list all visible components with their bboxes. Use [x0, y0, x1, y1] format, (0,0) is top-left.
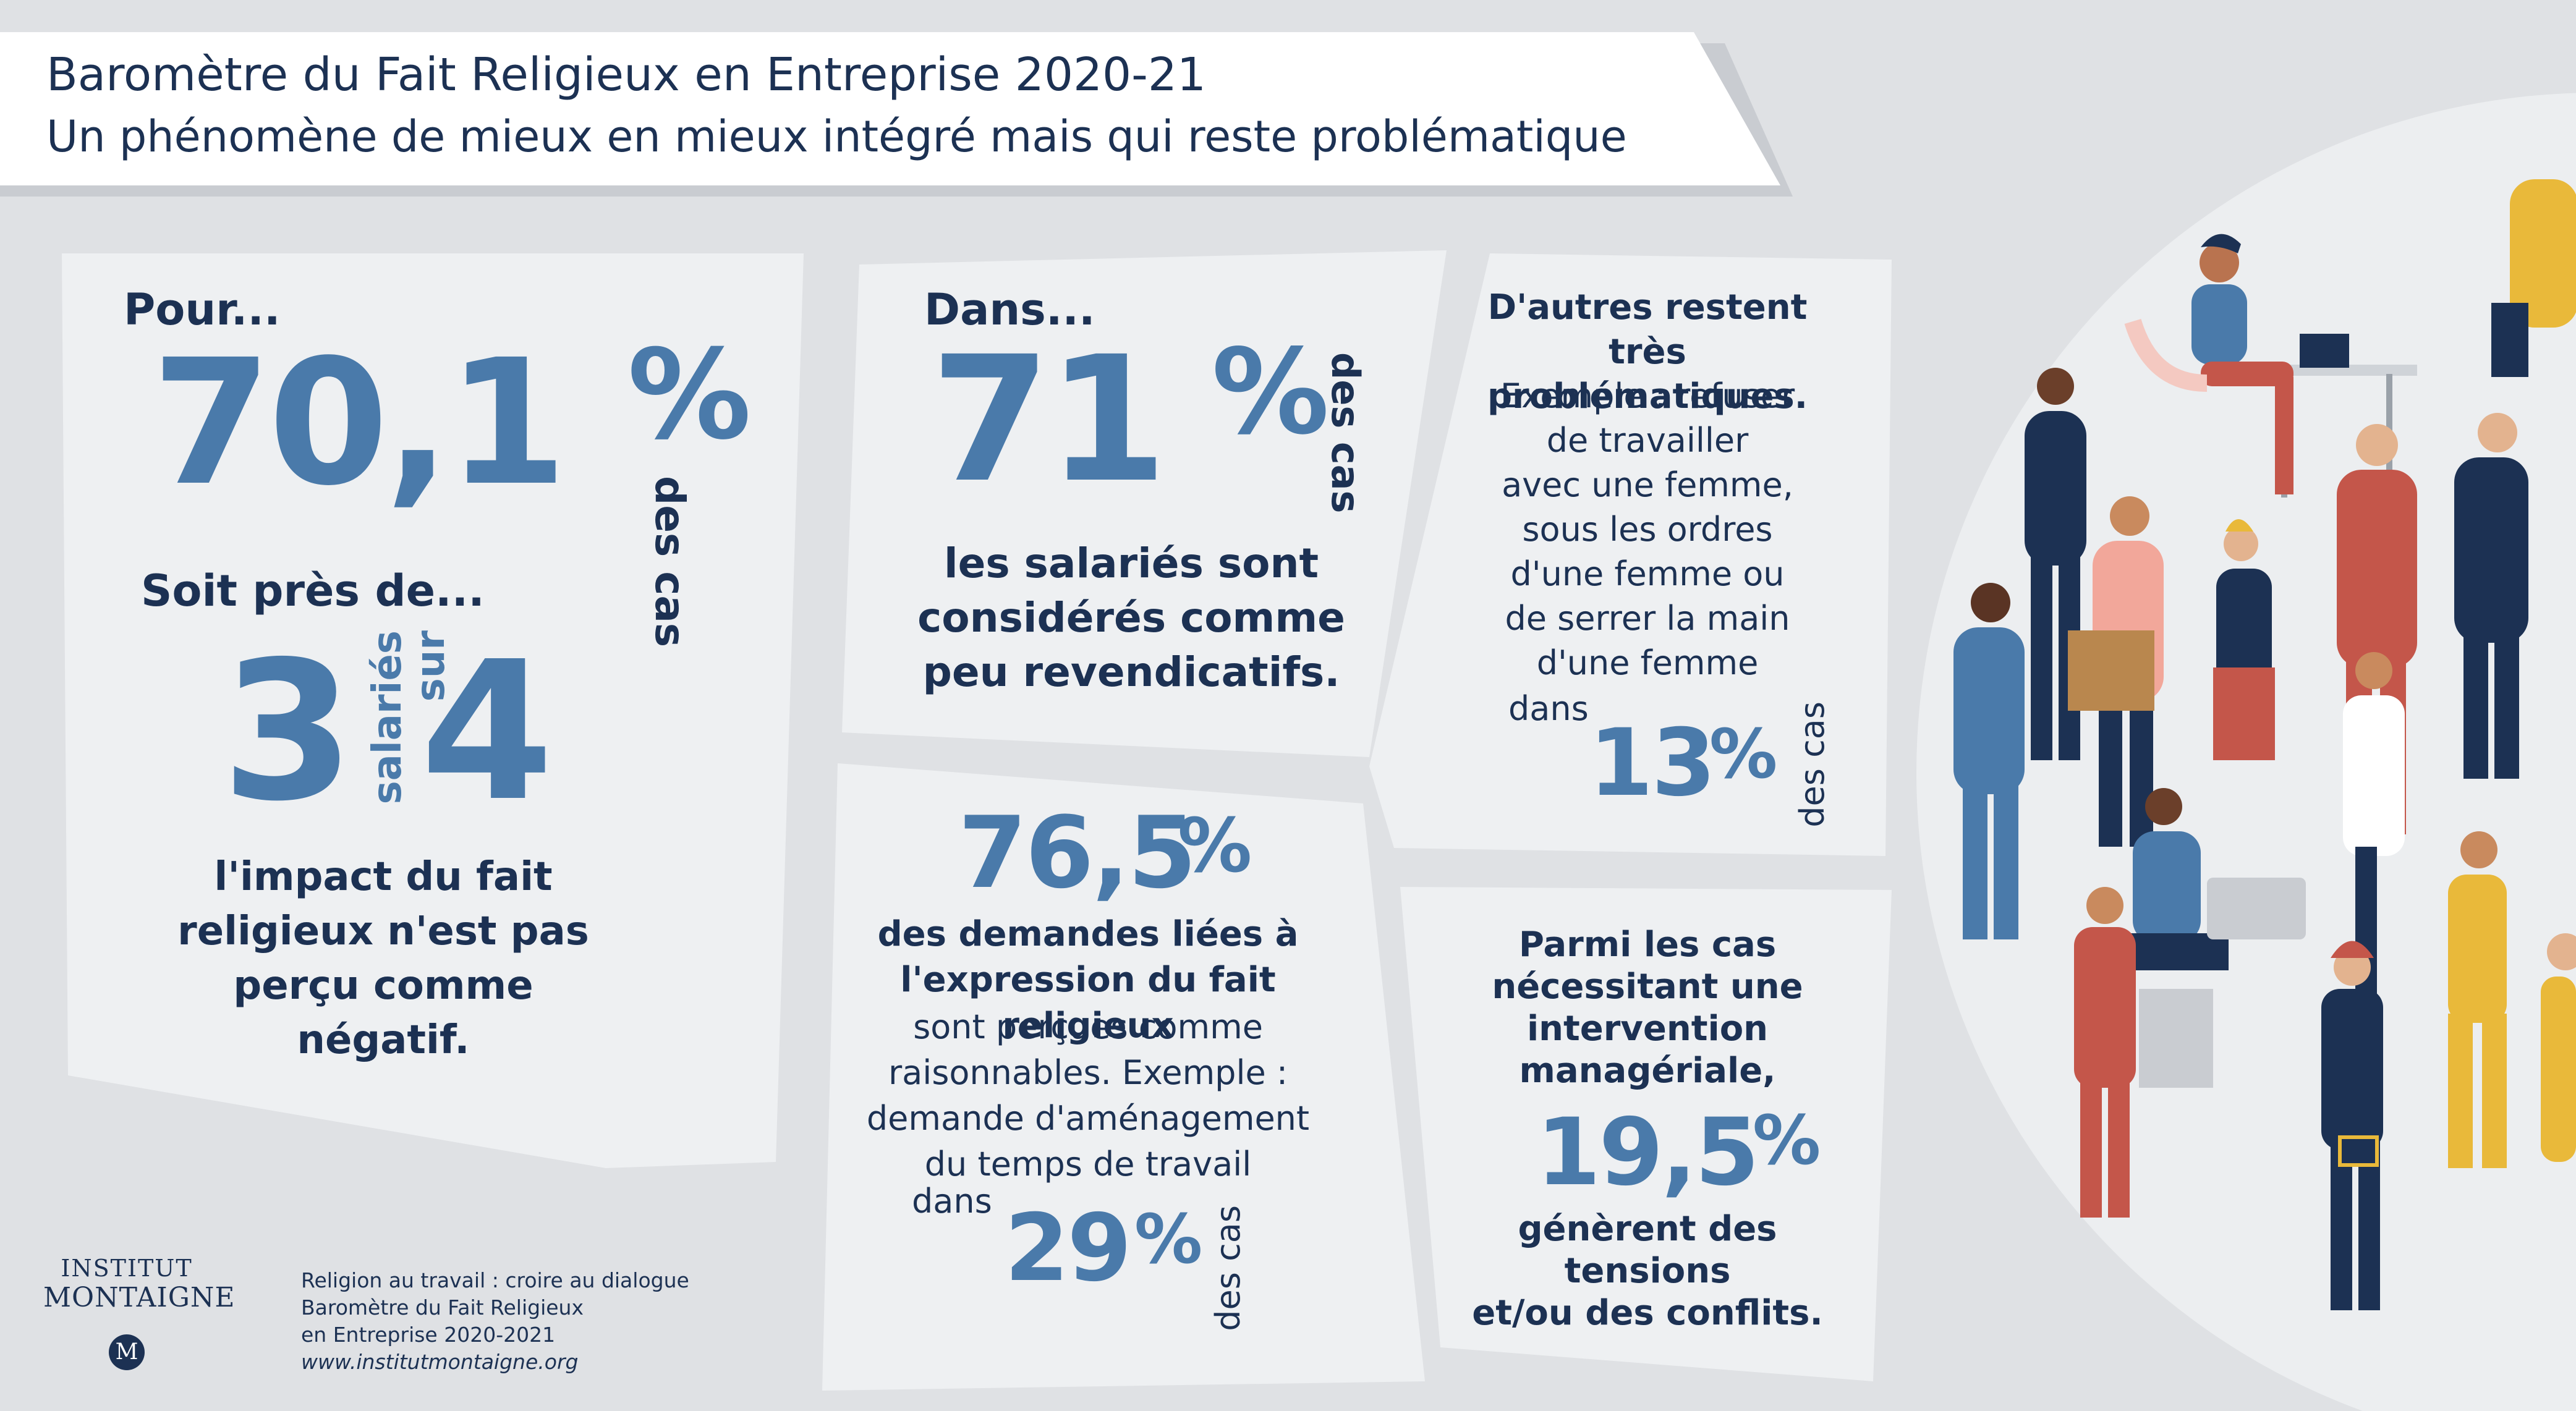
person-11 [2321, 941, 2383, 1310]
person-3 [1953, 583, 2025, 939]
panel-5-shape [1400, 887, 1892, 1381]
source-line: Baromètre du Fait Religieux [301, 1295, 584, 1320]
panel-3-unit: des cas [1209, 1205, 1248, 1331]
panel-3-dans: dans [912, 1182, 992, 1221]
panel-1-text-line: l'impact du fait [214, 854, 553, 900]
panel-3-text-line: du temps de travail [924, 1145, 1252, 1184]
institut-montaigne-logo: INSTITUT MONTAIGNE M [43, 1255, 236, 1370]
panel-5-percent: % [1753, 1101, 1821, 1180]
panel-4-text-line: avec une femme, [1502, 465, 1793, 504]
source-url[interactable]: www.institutmontaigne.org [301, 1350, 579, 1374]
panel-4-text-line: sous les ordres [1522, 510, 1773, 549]
panel-3-shape [1369, 253, 1892, 856]
logo-monogram-icon: M [109, 1334, 145, 1370]
panel-1-num-a: 3 [221, 621, 355, 844]
panel-5-value: 19,5 [1536, 1099, 1759, 1206]
panel-1-text-line: perçu comme [233, 963, 533, 1009]
person-5 [2454, 413, 2528, 779]
crowd-illustration [1916, 93, 2576, 1411]
panel-1-soit: Soit près de... [141, 566, 485, 616]
person-12 [2448, 831, 2507, 1168]
panel-5-bold-line: Parmi les cas [1518, 925, 1777, 965]
panel-3-percent: % [1178, 803, 1252, 889]
panel-4-dans: dans [1508, 689, 1589, 728]
panel-4-text-line: de travailler [1546, 421, 1749, 460]
panel-4-shape [822, 763, 1425, 1391]
source-line: en Entreprise 2020-2021 [301, 1323, 556, 1347]
panel-2-text-line: peu revendicatifs. [922, 648, 1340, 696]
panel-4-unit: des cas [1793, 701, 1832, 828]
panel-4-bold-text: D'autres restent très problématiques. [1462, 286, 1833, 419]
logo-line-2: MONTAIGNE [43, 1282, 236, 1313]
person-2 [2068, 496, 2164, 847]
panel-3-bold-text: des demandes liées à l'expression du fai… [822, 912, 1354, 1049]
panel-4-bold-line: D'autres restent [1487, 287, 1808, 328]
panel-1-num-b: 4 [420, 621, 554, 844]
panel-2-text: les salariés sont considérés comme peu r… [878, 536, 1385, 700]
panel-2-value: 71 [930, 320, 1168, 521]
panel-3-text: sont perçues comme raisonnables. Exemple… [822, 1004, 1354, 1187]
panel-1-shape [62, 253, 804, 1168]
panel-2-text-line: considérés comme [917, 594, 1345, 642]
panel-2-shape [842, 250, 1447, 757]
panel-1-intro: Pour... [124, 284, 281, 335]
page-subtitle: Un phénomène de mieux en mieux intégré m… [46, 111, 1627, 162]
panel-4-percent: % [1709, 714, 1778, 794]
panel-5-bold-line: managériale, [1519, 1051, 1776, 1091]
panel-4-bold-line: très problématiques. [1487, 332, 1808, 417]
source-note: Religion au travail : croire au dialogue… [301, 1267, 689, 1376]
panel-3-text-line: demande d'aménagement [866, 1099, 1310, 1138]
panel-5-text-line: génèrent des tensions [1518, 1209, 1777, 1291]
panel-1-value: 70,1 [151, 323, 567, 524]
panel-2-unit: des cas [1323, 352, 1368, 514]
panel-1-text: l'impact du fait religieux n'est pas per… [142, 850, 624, 1067]
panel-4-value: 13 [1589, 710, 1716, 817]
panel-4-text-line: d'une femme [1536, 643, 1759, 682]
panel-5-bold-line: nécessitant une [1492, 967, 1803, 1007]
panel-3-sub-value: 29 [1005, 1195, 1132, 1302]
panel-3-value: 76,5 [958, 795, 1197, 910]
panel-1-unit: des cas [646, 476, 694, 648]
page-title: Baromètre du Fait Religieux en Entrepris… [46, 48, 1206, 101]
panel-3-text-line: raisonnables. Exemple : [888, 1053, 1288, 1092]
panel-2-percent: % [1212, 324, 1330, 460]
panel-3-sub-percent: % [1134, 1200, 1203, 1279]
panel-3-text-line: sont perçues comme [913, 1007, 1263, 1046]
panel-5-bold-text: Parmi les cas nécessitant une interventi… [1447, 924, 1848, 1092]
panel-4-text-line: de serrer la main [1505, 599, 1790, 638]
panel-5-text-line: et/ou des conflits. [1472, 1293, 1823, 1333]
person-10 [2074, 887, 2136, 1218]
person-7 [2213, 519, 2275, 760]
panel-4-text-line: Exemple : refuser [1500, 376, 1795, 415]
panel-3-bold-line: l'expression du fait religieux [900, 960, 1276, 1046]
logo-line-1: INSTITUT [61, 1255, 193, 1282]
panel-5-bold-line: intervention [1526, 1009, 1769, 1049]
panel-1-text-line: négatif. [297, 1017, 470, 1063]
panel-1-mid-top: salariés [365, 630, 410, 805]
person-9 [2130, 788, 2306, 1088]
source-line: Religion au travail : croire au dialogue [301, 1268, 689, 1292]
panel-1-percent: % [627, 323, 752, 467]
panel-1-text-line: religieux n'est pas [177, 909, 589, 954]
panel-5-text: génèrent des tensions et/ou des conflits… [1447, 1208, 1848, 1334]
person-13 [2541, 933, 2576, 1162]
panel-4-text-line: d'une femme ou [1510, 554, 1785, 593]
header-banner [0, 32, 1780, 185]
panel-3-bold-line: des demandes liées à [877, 914, 1299, 954]
person-6 [2491, 179, 2576, 377]
panel-4-text: Exemple : refuser de travailler avec une… [1462, 374, 1833, 685]
panel-2-intro: Dans... [924, 284, 1095, 335]
panel-2-text-line: les salariés sont [944, 540, 1319, 587]
